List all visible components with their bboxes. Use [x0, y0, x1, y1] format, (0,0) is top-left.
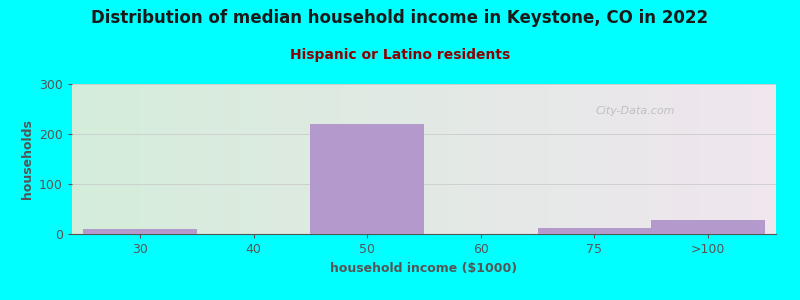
X-axis label: household income ($1000): household income ($1000) — [330, 262, 518, 275]
Text: City-Data.com: City-Data.com — [595, 106, 675, 116]
Bar — [538, 228, 651, 234]
Y-axis label: households: households — [21, 119, 34, 199]
Bar — [651, 220, 765, 234]
Bar — [83, 229, 197, 234]
Text: Hispanic or Latino residents: Hispanic or Latino residents — [290, 48, 510, 62]
Text: Distribution of median household income in Keystone, CO in 2022: Distribution of median household income … — [91, 9, 709, 27]
Bar — [310, 124, 424, 234]
